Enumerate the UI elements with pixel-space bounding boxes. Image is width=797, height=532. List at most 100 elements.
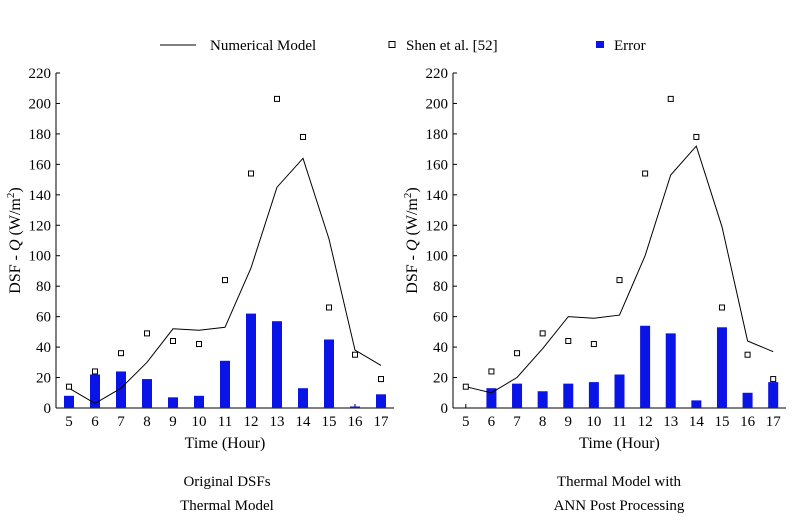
error-bar <box>665 333 676 408</box>
y-tick-label: 120 <box>29 218 52 234</box>
x-tick-label: 17 <box>374 414 390 430</box>
x-tick-label: 9 <box>565 414 573 430</box>
x-tick-label: 8 <box>539 414 547 430</box>
caption-right: Thermal Model with ANN Post Processing <box>469 470 769 518</box>
x-axis-label: Time (Hour) <box>579 435 660 452</box>
y-axis-label: DSF - Q (W/m2) <box>5 187 24 293</box>
chart-panel-right: 0 20 40 60 80 100 120 140 160 180 200 220 5 6 7 8 9 10 11 1… <box>402 66 786 452</box>
error-bar <box>220 360 230 408</box>
caption-left: Original DSFs Thermal Model <box>77 470 377 518</box>
y-tick-label: 0 <box>441 401 449 417</box>
legend-error-label: Error <box>614 38 646 54</box>
reference-point <box>565 338 572 344</box>
reference-point <box>718 304 725 311</box>
x-tick-label: 13 <box>270 414 285 430</box>
reference-point <box>378 376 384 383</box>
y-tick-label: 180 <box>29 127 52 143</box>
y-tick-label: 220 <box>29 66 52 82</box>
error-bar <box>640 325 651 408</box>
x-tick-label: 12 <box>244 414 259 430</box>
y-tick-label: 140 <box>29 188 52 204</box>
y-tick-label: 20 <box>36 371 51 387</box>
y-tick-label: 180 <box>426 127 449 143</box>
y-tick-label: 80 <box>36 279 51 295</box>
x-tick-label: 6 <box>91 414 99 430</box>
y-tick-label: 140 <box>426 188 449 204</box>
x-tick-label: 11 <box>612 414 626 430</box>
x-tick-label: 12 <box>638 414 653 430</box>
legend-marker-swatch <box>388 41 396 48</box>
x-tick-label: 6 <box>488 414 496 430</box>
numerical-model-line <box>465 145 774 394</box>
reference-point <box>462 383 469 390</box>
y-tick-label: 100 <box>426 249 449 265</box>
legend-model-label: Numerical Model <box>210 38 316 54</box>
reference-point <box>642 170 649 177</box>
x-tick-label: 16 <box>348 414 364 430</box>
error-bar <box>691 400 702 408</box>
error-bar <box>142 379 152 408</box>
x-tick-label: 5 <box>65 414 73 430</box>
error-bar <box>168 397 178 408</box>
error-bar <box>512 383 523 408</box>
reference-point <box>170 338 176 344</box>
error-bar <box>376 394 386 408</box>
reference-point <box>488 368 495 375</box>
error-bar <box>350 406 360 408</box>
error-bar <box>194 395 204 408</box>
reference-point <box>539 330 546 337</box>
error-bar <box>272 321 282 408</box>
reference-point <box>352 351 358 358</box>
y-tick-label: 160 <box>426 157 449 173</box>
legend-ref-label: Shen et al. [52] <box>406 38 498 54</box>
y-tick-label: 160 <box>29 157 52 173</box>
x-tick-label: 7 <box>117 414 125 430</box>
y-tick-label: 40 <box>36 340 51 356</box>
reference-point <box>248 170 254 177</box>
reference-point <box>300 133 306 140</box>
y-tick-label: 80 <box>433 279 448 295</box>
legend: Numerical Model Shen et al. [52] Error <box>160 38 646 54</box>
x-tick-label: 15 <box>714 414 729 430</box>
x-axis-label: Time (Hour) <box>185 435 266 452</box>
y-tick-label: 40 <box>433 340 448 356</box>
reference-point <box>92 368 98 375</box>
y-tick-label: 60 <box>36 310 51 326</box>
caption-left-line1: Original DSFs <box>183 474 271 490</box>
error-bar <box>90 374 100 408</box>
y-tick-label: 200 <box>29 96 52 112</box>
error-bar <box>716 327 727 408</box>
x-tick-label: 14 <box>296 414 312 430</box>
reference-point <box>196 341 202 348</box>
y-tick-label: 60 <box>433 310 448 326</box>
x-tick-label: 13 <box>663 414 678 430</box>
x-tick-label: 15 <box>322 414 337 430</box>
reference-point <box>144 330 150 337</box>
reference-point <box>770 376 777 383</box>
error-bar <box>298 388 308 408</box>
x-tick-label: 16 <box>740 414 756 430</box>
x-tick-label: 14 <box>689 414 705 430</box>
x-tick-label: 7 <box>513 414 521 430</box>
reference-point <box>326 304 332 311</box>
x-tick-label: 8 <box>143 414 151 430</box>
caption-right-line2: ANN Post Processing <box>553 498 685 514</box>
y-axis-label: DSF - Q (W/m2) <box>402 187 421 293</box>
caption-right-line1: Thermal Model with <box>556 474 682 490</box>
error-bar <box>246 313 256 408</box>
error-bar <box>486 388 497 408</box>
reference-point <box>693 133 700 140</box>
numerical-model-line <box>68 157 382 404</box>
reference-point <box>514 350 521 357</box>
error-bar <box>742 392 753 408</box>
error-bar <box>588 382 599 408</box>
y-tick-label: 220 <box>426 66 449 82</box>
reference-point <box>66 383 72 390</box>
caption-left-line2: Thermal Model <box>180 498 274 514</box>
y-tick-label: 100 <box>29 249 52 265</box>
reference-point <box>118 350 124 357</box>
x-tick-label: 17 <box>766 414 782 430</box>
reference-point <box>744 351 751 358</box>
reference-point <box>590 341 597 348</box>
